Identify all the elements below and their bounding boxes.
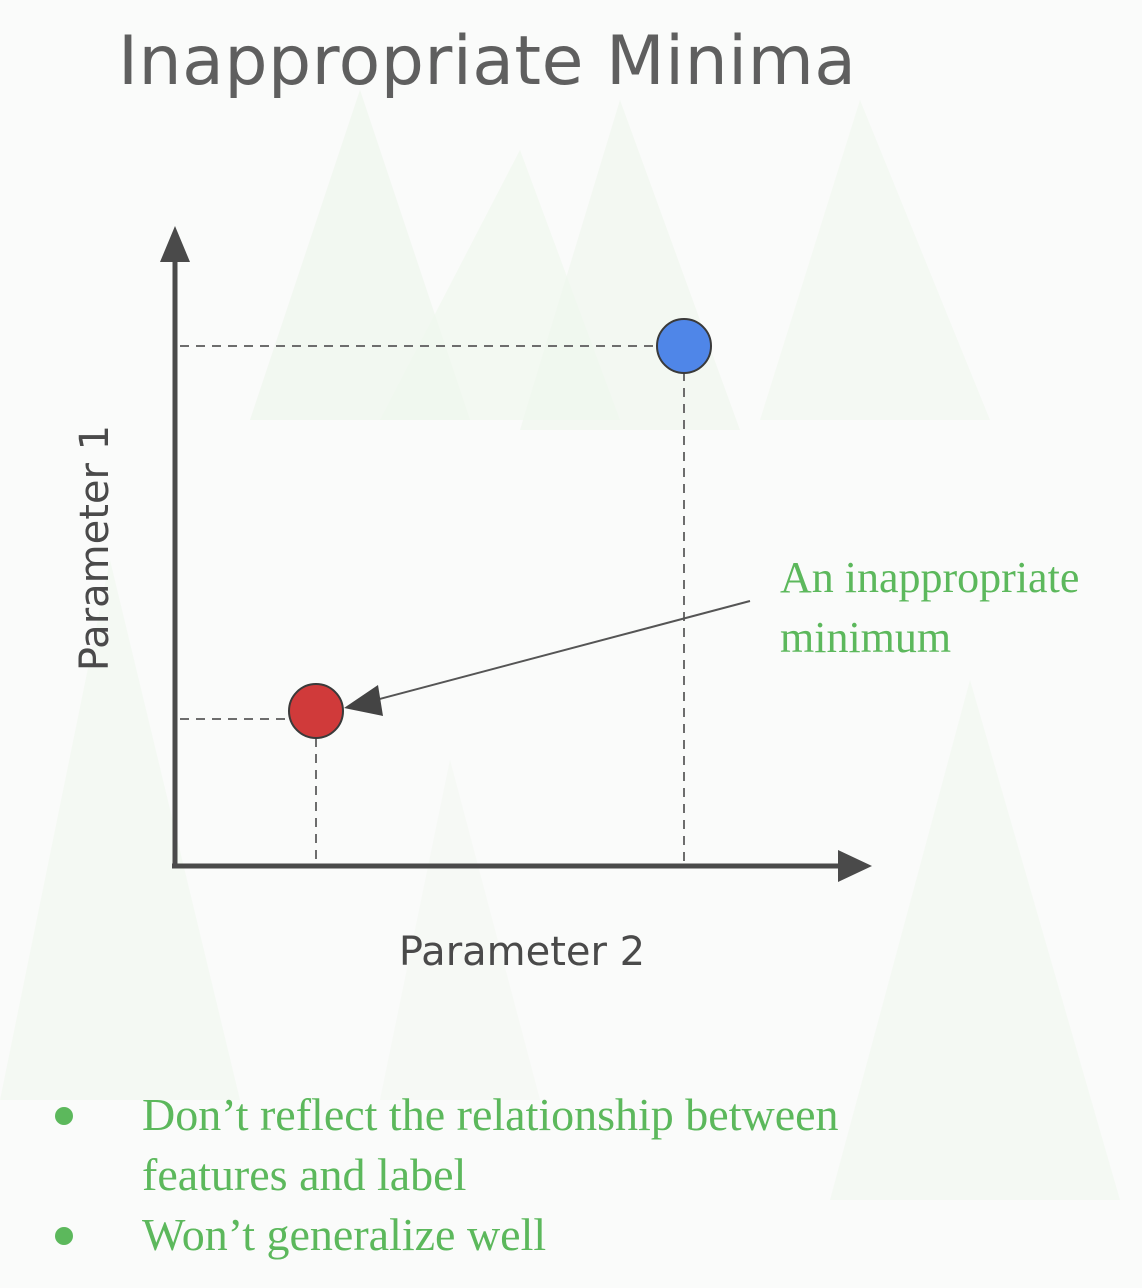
blue-point: [656, 318, 712, 374]
bullet-line: Don’t reflect the relationship between: [142, 1089, 839, 1140]
red-minimum-point: [288, 683, 344, 739]
bullet-text: Don’t reflect the relationship between f…: [142, 1085, 839, 1205]
x-axis-label: Parameter 2: [398, 929, 646, 975]
bullet-list: Don’t reflect the relationship between f…: [50, 1085, 839, 1265]
annotation-arrow-line: [371, 600, 751, 702]
bullet-item: Won’t generalize well: [50, 1205, 839, 1265]
bullet-icon: [55, 1227, 73, 1245]
bullet-icon: [55, 1107, 73, 1125]
annotation-arrowhead: [344, 685, 383, 716]
bullet-line: features and label: [142, 1149, 467, 1200]
annotation-line: minimum: [780, 613, 952, 662]
slide-title: Inappropriate Minima: [118, 22, 857, 101]
annotation-line: An inappropriate: [780, 553, 1080, 602]
bullet-line: Won’t generalize well: [142, 1209, 547, 1260]
y-axis-arrowhead: [160, 226, 190, 262]
y-axis-label: Parameter 1: [72, 424, 118, 672]
bullet-text: Won’t generalize well: [142, 1205, 839, 1265]
x-axis-arrowhead: [838, 850, 872, 882]
bullet-item: Don’t reflect the relationship between f…: [50, 1085, 839, 1205]
inappropriate-minimum-annotation: An inappropriate minimum: [780, 548, 1079, 668]
